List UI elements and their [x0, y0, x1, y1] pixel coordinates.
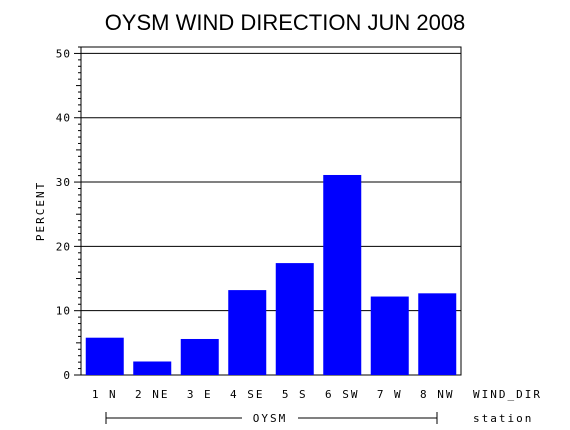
bar: [275, 263, 314, 375]
group-bracket: [105, 412, 438, 424]
gridlines: [81, 52, 461, 312]
bar: [418, 293, 457, 375]
x-tick-label: 1 N: [92, 388, 118, 401]
plot-area: [80, 46, 462, 376]
y-tick-label: 30: [56, 176, 71, 189]
chart-title: OYSM WIND DIRECTION JUN 2008: [105, 10, 466, 35]
y-axis-label: PERCENT: [34, 181, 47, 241]
y-tick-label: 0: [63, 369, 71, 382]
x-tick-label: 4 SE: [230, 388, 265, 401]
bar: [370, 296, 409, 375]
bar: [85, 337, 124, 375]
x-axis: 1 N 2 NE 3 E 4 SE 5 S 6 SW 7 W 8 NW: [92, 388, 455, 401]
x-tick-label: 5 S: [282, 388, 308, 401]
bar: [133, 361, 172, 375]
bar: [228, 290, 267, 375]
group-label: OYSM: [253, 412, 288, 425]
x-tick-label: 3 E: [187, 388, 213, 401]
bars: [85, 174, 457, 375]
x-tick-label: 2 NE: [135, 388, 170, 401]
bar: [180, 338, 219, 375]
x-tick-label: 8 NW: [420, 388, 455, 401]
y-axis: 0 10 20 30 40 50: [56, 46, 81, 382]
x-axis-label: WIND_DIR: [473, 388, 542, 401]
y-tick-label: 20: [56, 240, 71, 253]
y-tick-label: 10: [56, 305, 71, 318]
y-tick-label: 40: [56, 112, 71, 125]
y-tick-label: 50: [56, 47, 71, 60]
x-tick-label: 6 SW: [325, 388, 360, 401]
group-axis-label: station: [473, 412, 533, 425]
bar: [323, 174, 362, 375]
x-tick-label: 7 W: [377, 388, 403, 401]
